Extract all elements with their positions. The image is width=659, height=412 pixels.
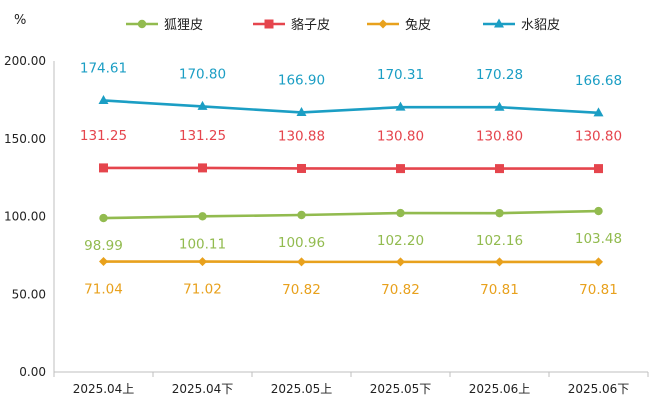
- data-label: 174.61: [80, 60, 127, 76]
- data-point: [495, 257, 504, 267]
- x-tick-label: 2025.06下: [568, 382, 630, 396]
- legend-item: 兔皮: [367, 18, 431, 33]
- data-point: [594, 257, 603, 267]
- x-tick-label: 2025.05上: [271, 382, 333, 396]
- series-line: [103, 166, 599, 170]
- data-point: [396, 208, 405, 218]
- data-label: 130.80: [476, 129, 523, 145]
- series-line: [103, 209, 599, 220]
- data-point: [494, 101, 505, 111]
- data-label: 100.96: [278, 235, 325, 251]
- y-unit-label: %: [14, 13, 26, 28]
- legend-item: 狐狸皮: [126, 18, 203, 33]
- data-label: 170.80: [179, 66, 226, 82]
- data-label: 170.28: [476, 67, 523, 83]
- data-label: 131.25: [80, 128, 127, 144]
- data-point: [197, 100, 208, 110]
- y-tick-label: 200.00: [4, 54, 46, 68]
- data-point: [495, 208, 504, 218]
- data-point: [594, 206, 603, 216]
- y-tick-label: 150.00: [4, 132, 46, 146]
- data-point: [297, 210, 306, 220]
- data-label: 70.81: [579, 282, 618, 298]
- data-label: 71.02: [183, 282, 222, 298]
- series-layer: [98, 94, 604, 267]
- data-label: 102.16: [476, 233, 523, 249]
- series-diamond: [99, 257, 603, 267]
- legend-marker: [137, 19, 147, 29]
- data-point: [297, 257, 306, 267]
- data-label: 102.20: [377, 233, 424, 249]
- x-tick-label: 2025.06上: [469, 382, 531, 396]
- legend-label: 兔皮: [405, 18, 431, 33]
- data-point: [594, 164, 603, 174]
- data-label: 100.11: [179, 236, 226, 252]
- x-tick-label: 2025.05下: [370, 382, 432, 396]
- data-label: 130.88: [278, 128, 325, 144]
- data-point: [198, 163, 207, 173]
- data-point: [99, 163, 108, 173]
- data-point: [395, 101, 406, 111]
- data-point: [296, 106, 307, 116]
- data-label: 70.81: [480, 282, 519, 298]
- legend-label: 狐狸皮: [164, 18, 203, 33]
- legend: 狐狸皮 貉子皮 兔皮 水貂皮: [126, 17, 560, 33]
- data-label: 166.90: [278, 72, 325, 88]
- legend-item: 水貂皮: [483, 18, 560, 33]
- data-point: [396, 257, 405, 267]
- data-point: [198, 257, 207, 267]
- data-label: 103.48: [575, 231, 622, 247]
- y-tick-label: 100.00: [4, 210, 46, 224]
- data-point: [297, 163, 306, 173]
- data-label: 170.31: [377, 67, 424, 83]
- data-label: 130.80: [575, 129, 622, 145]
- y-tick-label: 50.00: [12, 287, 46, 301]
- data-point: [593, 107, 604, 117]
- series-line: [103, 99, 599, 115]
- data-point: [99, 257, 108, 267]
- y-tick-label: 0.00: [19, 365, 46, 379]
- legend-marker: [494, 18, 504, 28]
- legend-item: 貉子皮: [253, 17, 330, 33]
- data-point: [98, 94, 109, 104]
- series-square: [99, 163, 603, 174]
- axes: 0.00 50.00 100.00 150.00 200.00 2025.04上 2025.…: [4, 54, 649, 396]
- x-tick-label: 2025.04上: [73, 382, 135, 396]
- data-point: [198, 212, 207, 221]
- series-triangle: [98, 94, 604, 117]
- data-label: 70.82: [381, 282, 420, 298]
- legend-marker: [264, 19, 274, 29]
- data-label: 130.80: [377, 129, 424, 145]
- data-labels: 98.99 100.11 100.96 102.20 102.16 103.48 131.2…: [80, 60, 622, 297]
- series-circle: [99, 206, 603, 223]
- legend-marker: [378, 19, 388, 29]
- data-label: 166.68: [575, 73, 622, 89]
- data-point: [495, 164, 504, 174]
- data-point: [99, 213, 108, 223]
- data-label: 70.82: [282, 282, 321, 298]
- legend-label: 水貂皮: [521, 18, 560, 33]
- data-label: 98.99: [84, 238, 123, 254]
- x-tick-label: 2025.04下: [172, 382, 234, 396]
- data-label: 71.04: [84, 282, 123, 298]
- legend-label: 貉子皮: [291, 17, 330, 33]
- data-label: 131.25: [179, 128, 226, 144]
- data-point: [396, 164, 405, 174]
